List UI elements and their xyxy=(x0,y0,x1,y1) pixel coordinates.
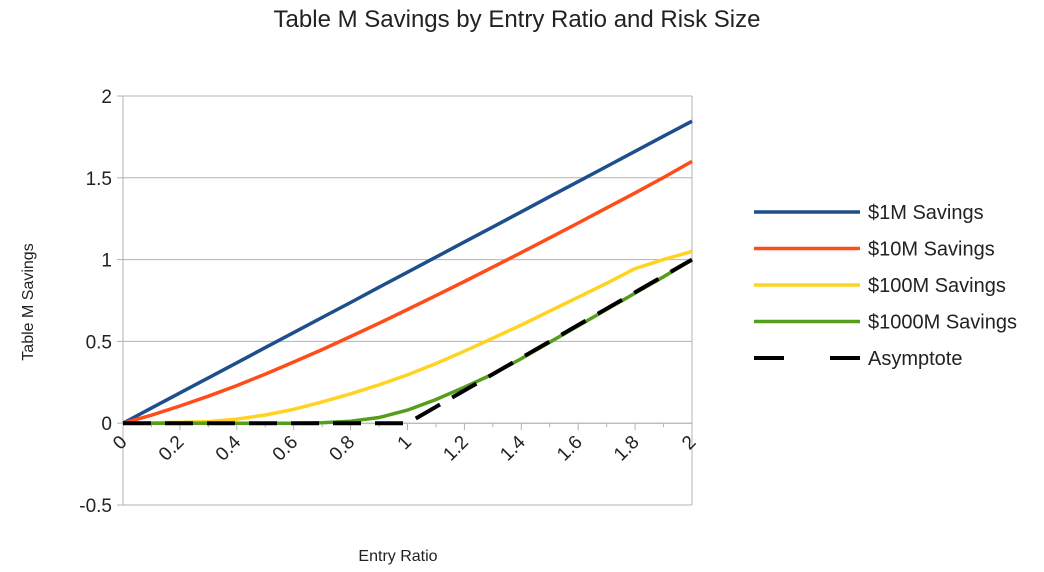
series-line-2 xyxy=(122,249,693,425)
legend-label-3: $1000M Savings xyxy=(868,312,1017,334)
legend-label-0: $1M Savings xyxy=(868,202,984,224)
x-tick-label: 1 xyxy=(394,432,416,454)
x-tick-label: 0.2 xyxy=(155,432,189,466)
legend: $1M Savings $10M Savings $100M Savings $100… xyxy=(754,202,1017,370)
x-tick-label: 2 xyxy=(678,432,700,454)
legend-label-4: Asymptote xyxy=(868,348,962,370)
y-tick-label: 1 xyxy=(101,251,112,272)
series-layer xyxy=(122,119,693,426)
ticks-layer: -0.5 0 0.5 1 1.5 2 0 0.2 0.4 0.6 0.8 1 1.2 1.4 1.6 1.8 2 xyxy=(79,87,700,517)
x-tick-label: 0.4 xyxy=(212,432,246,466)
x-axis-title: Entry Ratio xyxy=(358,548,437,565)
series-line-0 xyxy=(122,119,693,425)
chart-title: Table M Savings by Entry Ratio and Risk … xyxy=(274,6,761,33)
legend-label-1: $10M Savings xyxy=(868,239,995,261)
y-tick-label: 0 xyxy=(101,414,112,435)
x-tick-label: 1.8 xyxy=(610,432,644,466)
y-tick-label: -0.5 xyxy=(79,496,112,517)
x-tick-label: 1.4 xyxy=(496,432,530,466)
x-tick-label: 1.6 xyxy=(553,432,587,466)
x-tick-label: 1.2 xyxy=(439,432,473,466)
x-tick-label: 0 xyxy=(109,432,131,454)
y-tick-label: 0.5 xyxy=(86,332,112,353)
series-line-4 xyxy=(123,257,693,426)
series-line-1 xyxy=(122,159,693,425)
y-tick-label: 1.5 xyxy=(86,169,112,190)
x-tick-label: 0.6 xyxy=(269,432,303,466)
x-tick-label: 0.8 xyxy=(326,432,360,466)
legend-label-2: $100M Savings xyxy=(868,275,1006,297)
y-axis-title: Table M Savings xyxy=(20,243,37,360)
y-tick-label: 2 xyxy=(101,87,112,108)
axes-layer xyxy=(117,95,693,506)
